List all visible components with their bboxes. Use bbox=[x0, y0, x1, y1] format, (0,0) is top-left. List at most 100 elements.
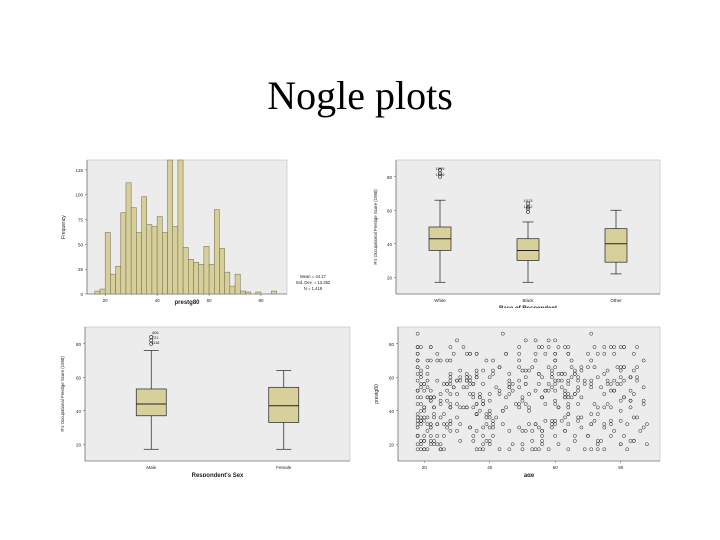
y-tick-label: 40 bbox=[76, 409, 82, 414]
scatter-point bbox=[563, 395, 567, 400]
scatter-point bbox=[635, 415, 639, 420]
scatter-point bbox=[546, 338, 551, 343]
scatter-point bbox=[468, 375, 472, 380]
scatter-point bbox=[481, 368, 486, 373]
stats-line: Std. Dev. = 13.362 bbox=[296, 280, 331, 285]
category-label: Female bbox=[276, 465, 292, 470]
scatter-point bbox=[527, 405, 531, 410]
histogram-chart: 0 25 50 75 100 125 20 40 60 80 prestg80 Frequency Me… bbox=[61, 159, 331, 306]
y-tick-label: 125 bbox=[75, 168, 83, 173]
outlier-label: 1013 bbox=[524, 198, 534, 203]
scatter-point bbox=[645, 442, 649, 447]
outlier-label: 1009 bbox=[436, 166, 446, 171]
scatter-point bbox=[543, 418, 548, 423]
scatter-point bbox=[487, 408, 492, 413]
scatter-point bbox=[540, 375, 544, 380]
histogram-bar bbox=[239, 290, 246, 295]
scatter-point bbox=[609, 434, 613, 438]
scatter-point bbox=[530, 365, 535, 370]
scatter-point bbox=[628, 398, 633, 403]
scatter-point bbox=[442, 422, 446, 427]
scatter-point bbox=[517, 385, 522, 390]
y-tick-label: 60 bbox=[387, 208, 393, 213]
scatter-point bbox=[635, 365, 639, 370]
y-tick-label: 75 bbox=[78, 218, 84, 223]
scatter-point bbox=[474, 412, 479, 416]
scatter-point bbox=[517, 351, 522, 356]
scatter-point bbox=[461, 405, 466, 410]
scatter-point bbox=[628, 405, 633, 410]
y-tick-label: 20 bbox=[387, 275, 393, 280]
scatter-point bbox=[543, 351, 548, 356]
scatter-point bbox=[533, 338, 538, 343]
scatter-point bbox=[573, 392, 577, 396]
scatter-point bbox=[628, 375, 633, 380]
scatter-point bbox=[566, 412, 571, 416]
x-axis-label: Race of Respondent bbox=[499, 306, 557, 308]
scatter-point bbox=[605, 378, 610, 383]
scatter-point bbox=[576, 388, 580, 393]
scatter-point bbox=[595, 375, 600, 380]
scatter-point bbox=[481, 434, 486, 438]
scatter-point bbox=[576, 378, 580, 383]
scatter-point bbox=[517, 345, 522, 349]
scatter-point bbox=[618, 418, 623, 423]
histogram-bar bbox=[130, 207, 137, 295]
outlier-label: 1312 bbox=[524, 204, 534, 209]
outlier-point bbox=[526, 206, 530, 211]
x-tick-label: 80 bbox=[259, 298, 265, 303]
scatter-point bbox=[595, 351, 600, 356]
scatter-point bbox=[484, 422, 489, 427]
scatter-point bbox=[520, 442, 525, 447]
histogram-bar bbox=[198, 263, 205, 295]
scatter-point bbox=[419, 345, 423, 349]
y-tick-label: 80 bbox=[389, 342, 395, 347]
scatter-point bbox=[540, 442, 544, 447]
scatter-point bbox=[612, 351, 616, 356]
x-tick-label: 20 bbox=[103, 298, 109, 303]
scatter-point bbox=[445, 358, 449, 363]
scatter-point bbox=[533, 422, 538, 427]
scatter-point bbox=[618, 368, 623, 373]
scatter-point bbox=[553, 338, 558, 343]
scatter-point bbox=[573, 439, 577, 443]
scatter-point bbox=[631, 392, 636, 396]
scatter-point bbox=[533, 351, 538, 356]
scatter-point bbox=[487, 398, 492, 403]
scatter-point bbox=[494, 385, 499, 390]
scatter-point bbox=[527, 422, 531, 427]
scatter-point bbox=[428, 358, 433, 363]
scatter-point bbox=[415, 412, 420, 416]
scatter-point bbox=[491, 434, 495, 438]
scatter-point bbox=[484, 439, 489, 443]
scatter-point bbox=[622, 345, 626, 349]
scatter-point bbox=[579, 368, 584, 373]
scatter-point bbox=[435, 434, 440, 438]
scatter-point bbox=[458, 378, 463, 383]
scatter-point bbox=[579, 425, 584, 430]
scatter-point bbox=[641, 402, 646, 406]
scatter-point bbox=[586, 351, 590, 356]
scatter-point bbox=[566, 345, 571, 349]
scatter-point bbox=[520, 429, 525, 433]
scatter-point bbox=[425, 378, 430, 383]
scatter-chart: 20 40 60 80 20 40 60 80 age prestg80 bbox=[374, 326, 661, 477]
scatter-point bbox=[455, 338, 459, 343]
scatter-point bbox=[569, 358, 574, 363]
scatter-point bbox=[559, 385, 564, 390]
scatter-point bbox=[625, 447, 630, 452]
box bbox=[604, 228, 628, 263]
scatter-point bbox=[425, 385, 430, 390]
scatter-point bbox=[504, 405, 508, 410]
y-tick-label: 100 bbox=[75, 193, 83, 198]
scatter-point bbox=[428, 422, 433, 427]
scatter-point bbox=[566, 378, 571, 383]
plot-area bbox=[84, 326, 351, 462]
x-axis-label: prestg80 bbox=[174, 300, 200, 306]
y-tick-label: 40 bbox=[389, 409, 395, 414]
scatter-point bbox=[487, 392, 492, 396]
scatter-point bbox=[566, 422, 571, 427]
scatter-point bbox=[569, 365, 574, 370]
scatter-point bbox=[445, 425, 449, 430]
scatter-point bbox=[523, 338, 528, 343]
